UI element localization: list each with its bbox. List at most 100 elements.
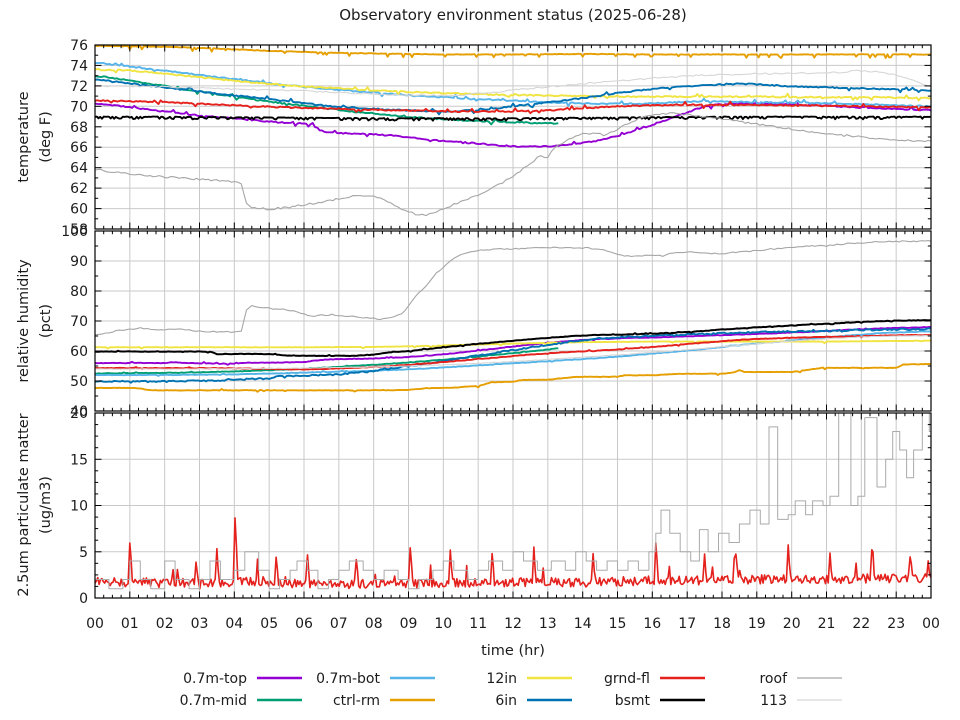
series-group-pm25: [94, 412, 932, 590]
x-tick-label: 19: [748, 616, 766, 632]
x-axis-title: time (hr): [481, 643, 545, 659]
series-temperature-roof: [94, 112, 932, 217]
legend-entry-6in: 6in: [495, 693, 572, 709]
series-pm25-roof: [95, 412, 931, 590]
legend-label: 6in: [495, 693, 517, 709]
y-tick-label: 10: [70, 499, 88, 515]
series-humidity-grnd-fl: [94, 333, 931, 371]
x-tick-label: 17: [678, 616, 696, 632]
x-tick-label: 07: [330, 616, 348, 632]
x-tick-label: 08: [365, 616, 383, 632]
y-tick-label: 20: [70, 406, 88, 422]
series-temperature-0.7m-top: [94, 100, 932, 148]
legend-label: 113: [760, 693, 787, 709]
legend-label: 0.7m-mid: [180, 693, 247, 709]
series-temperature-grnd-fl: [94, 99, 932, 115]
legend-entry-bsmt: bsmt: [615, 693, 705, 709]
grid-pm25: [95, 413, 931, 598]
x-tick-label: 00: [922, 616, 940, 632]
panel-temperature: 58 60 62 64 66 68 70 72 74 76: [70, 38, 932, 238]
panel-border-humidity: [94, 230, 932, 412]
series-group-humidity: [94, 240, 932, 393]
y-tick-label: 0: [79, 591, 88, 607]
y-tick-label: 15: [70, 452, 88, 468]
humidity-axis-title: relative humidity (pct): [16, 259, 54, 383]
y-tick-label: 76: [70, 38, 88, 54]
temperature-axis-title: temperature (deg F): [16, 91, 54, 182]
x-tick-label: 00: [86, 616, 104, 632]
y-tick-label: 60: [70, 344, 88, 360]
series-temperature-bsmt: [94, 115, 932, 122]
legend-label: roof: [759, 671, 788, 687]
humidity-axis-label: relative humidity: [16, 259, 32, 383]
chart-legend: 0.7m-top 0.7m-bot 12in grnd-fl roof 0.7m-mid c…: [180, 671, 842, 709]
legend-label: bsmt: [615, 693, 651, 709]
y-tick-label: 50: [70, 374, 88, 390]
legend-label: grnd-fl: [604, 671, 650, 687]
y-tick-label: 5: [79, 545, 88, 561]
series-humidity-ctrl-rm: [94, 363, 932, 393]
y-tick-label: 74: [70, 58, 88, 74]
pm25-axis-unit: (ug/m3): [38, 476, 54, 534]
series-humidity-6in: [94, 327, 932, 384]
x-tick-labels: 00 01 02 03 04 05 06 07 08 09 10 11 12 13 14 15 16 17 18 19…: [86, 616, 940, 632]
x-tick-label: 02: [156, 616, 174, 632]
legend-entry-0.7m-mid: 0.7m-mid: [180, 693, 302, 709]
legend-label: 12in: [486, 671, 517, 687]
y-tick-label: 60: [70, 202, 88, 218]
x-tick-label: 03: [191, 616, 209, 632]
y-tick-labels-temperature: 58 60 62 64 66 68 70 72 74 76: [70, 38, 88, 238]
legend-label: 0.7m-bot: [316, 671, 380, 687]
y-tick-label: 62: [70, 181, 88, 197]
plot-layer: 5860626466687072747640506070809010005101…: [61, 38, 940, 632]
y-tick-label: 66: [70, 140, 88, 156]
x-tick-label: 09: [400, 616, 418, 632]
y-tick-labels-humidity: 40 50 60 70 80 90 100: [61, 224, 88, 420]
legend-entry-0.7m-bot: 0.7m-bot: [316, 671, 435, 687]
x-tick-label: 21: [818, 616, 836, 632]
grid-humidity: [95, 231, 931, 411]
series-humidity-113: [95, 335, 932, 370]
x-tick-label: 20: [783, 616, 801, 632]
pm25-axis-title: 2.5um particulate matter (ug/m3): [16, 413, 54, 596]
legend-entry-ctrl-rm: ctrl-rm: [333, 693, 435, 709]
x-tick-label: 13: [539, 616, 557, 632]
grid-temperature: [95, 45, 931, 229]
y-tick-label: 40: [70, 404, 88, 420]
x-tick-label: 12: [504, 616, 522, 632]
panel-border-temperature: [94, 44, 932, 230]
legend-entry-12in: 12in: [486, 671, 572, 687]
y-tick-label: 80: [70, 284, 88, 300]
legend-entry-0.7m-top: 0.7m-top: [183, 671, 302, 687]
y-tick-label: 58: [70, 222, 88, 238]
x-tick-label: 14: [574, 616, 592, 632]
y-tick-label: 70: [70, 99, 88, 115]
chart-title: Observatory environment status (2025-06-…: [339, 6, 687, 24]
temperature-axis-label: temperature: [16, 91, 32, 182]
x-tick-label: 04: [225, 616, 243, 632]
legend-entry-roof: roof: [759, 671, 842, 687]
y-tick-label: 72: [70, 79, 88, 95]
x-tick-label: 10: [434, 616, 452, 632]
y-tick-label: 100: [61, 224, 88, 240]
x-tick-label: 15: [609, 616, 627, 632]
series-humidity-roof: [94, 240, 932, 336]
series-group-temperature: [94, 44, 932, 217]
y-tick-label: 90: [70, 254, 88, 270]
legend-entry-grnd-fl: grnd-fl: [604, 671, 705, 687]
legend-entry-113: 113: [760, 693, 842, 709]
x-tick-label: 05: [260, 616, 278, 632]
series-humidity-0.7m-bot: [94, 330, 932, 377]
y-tick-labels-pm25: 0 5 10 15 20: [70, 406, 88, 607]
y-tick-label: 70: [70, 314, 88, 330]
x-tick-label: 11: [469, 616, 487, 632]
humidity-axis-unit: (pct): [38, 304, 54, 338]
x-tick-label: 23: [887, 616, 905, 632]
y-tick-label: 64: [70, 161, 88, 177]
series-temperature-6in: [94, 78, 932, 116]
pm25-axis-label: 2.5um particulate matter: [16, 413, 32, 596]
temperature-axis-unit: (deg F): [38, 111, 54, 163]
series-temperature-12in: [94, 68, 932, 102]
